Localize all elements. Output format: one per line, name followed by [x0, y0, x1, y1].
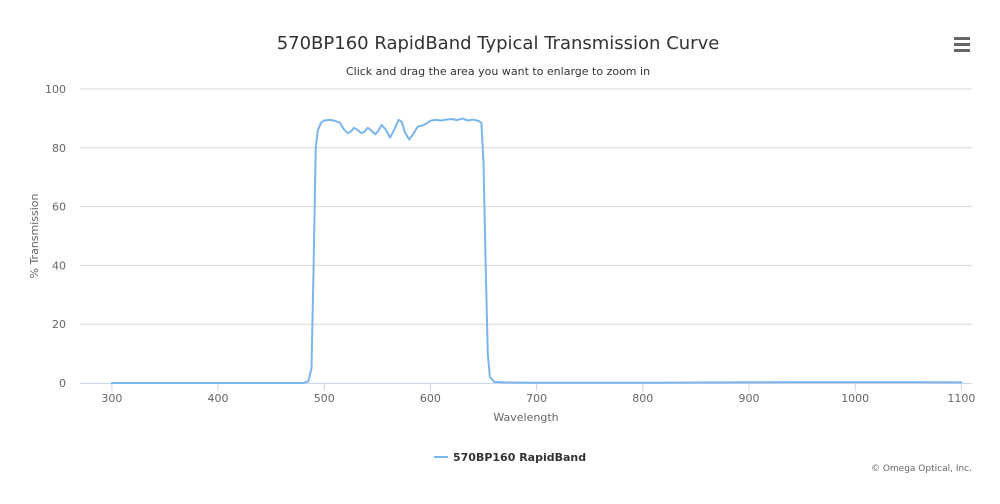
x-axis-tick-labels: 300 400 500 600 700 800 900 1000 1100 [101, 383, 975, 405]
y-tick-label: 60 [52, 201, 66, 214]
chart-subtitle: Click and drag the area you want to enla… [346, 65, 650, 78]
credit-text[interactable]: © Omega Optical, Inc. [871, 464, 972, 474]
legend[interactable]: 570BP160 RapidBand [434, 451, 586, 464]
y-tick-label: 20 [52, 318, 66, 331]
y-tick-label: 0 [59, 377, 66, 390]
series-line-570bp160 [110, 117, 963, 384]
y-axis-tick-labels: 0 20 40 60 80 100 [45, 83, 66, 390]
y-tick-label: 100 [45, 83, 66, 96]
gridlines [80, 88, 972, 325]
x-tick-label: 300 [101, 392, 122, 405]
x-tick-label: 500 [314, 392, 335, 405]
menu-icon-bar [954, 37, 970, 40]
x-tick-label: 1000 [841, 392, 869, 405]
chart-title: 570BP160 RapidBand Typical Transmission … [277, 33, 720, 54]
x-tick-label: 700 [526, 392, 547, 405]
y-axis-label: % Transmission [28, 193, 41, 278]
x-tick-label: 800 [632, 392, 653, 405]
x-tick-label: 900 [739, 392, 760, 405]
x-tick-label: 1100 [947, 392, 975, 405]
y-tick-label: 40 [52, 259, 66, 272]
x-tick-label: 400 [208, 392, 229, 405]
chart-menu-button[interactable] [950, 34, 974, 56]
legend-item-label[interactable]: 570BP160 RapidBand [453, 451, 586, 464]
x-axis-label: Wavelength [493, 411, 558, 424]
menu-icon-bar [954, 43, 970, 46]
y-tick-label: 80 [52, 142, 66, 155]
x-tick-label: 600 [420, 392, 441, 405]
menu-icon-bar [954, 49, 970, 52]
